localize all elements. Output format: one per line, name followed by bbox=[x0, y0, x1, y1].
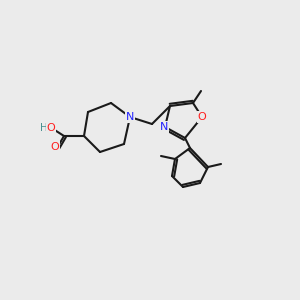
Text: O: O bbox=[198, 112, 206, 122]
Text: O: O bbox=[46, 123, 56, 133]
Text: O: O bbox=[51, 142, 59, 152]
Text: H: H bbox=[40, 123, 48, 133]
Text: N: N bbox=[160, 122, 168, 132]
Text: N: N bbox=[126, 112, 134, 122]
